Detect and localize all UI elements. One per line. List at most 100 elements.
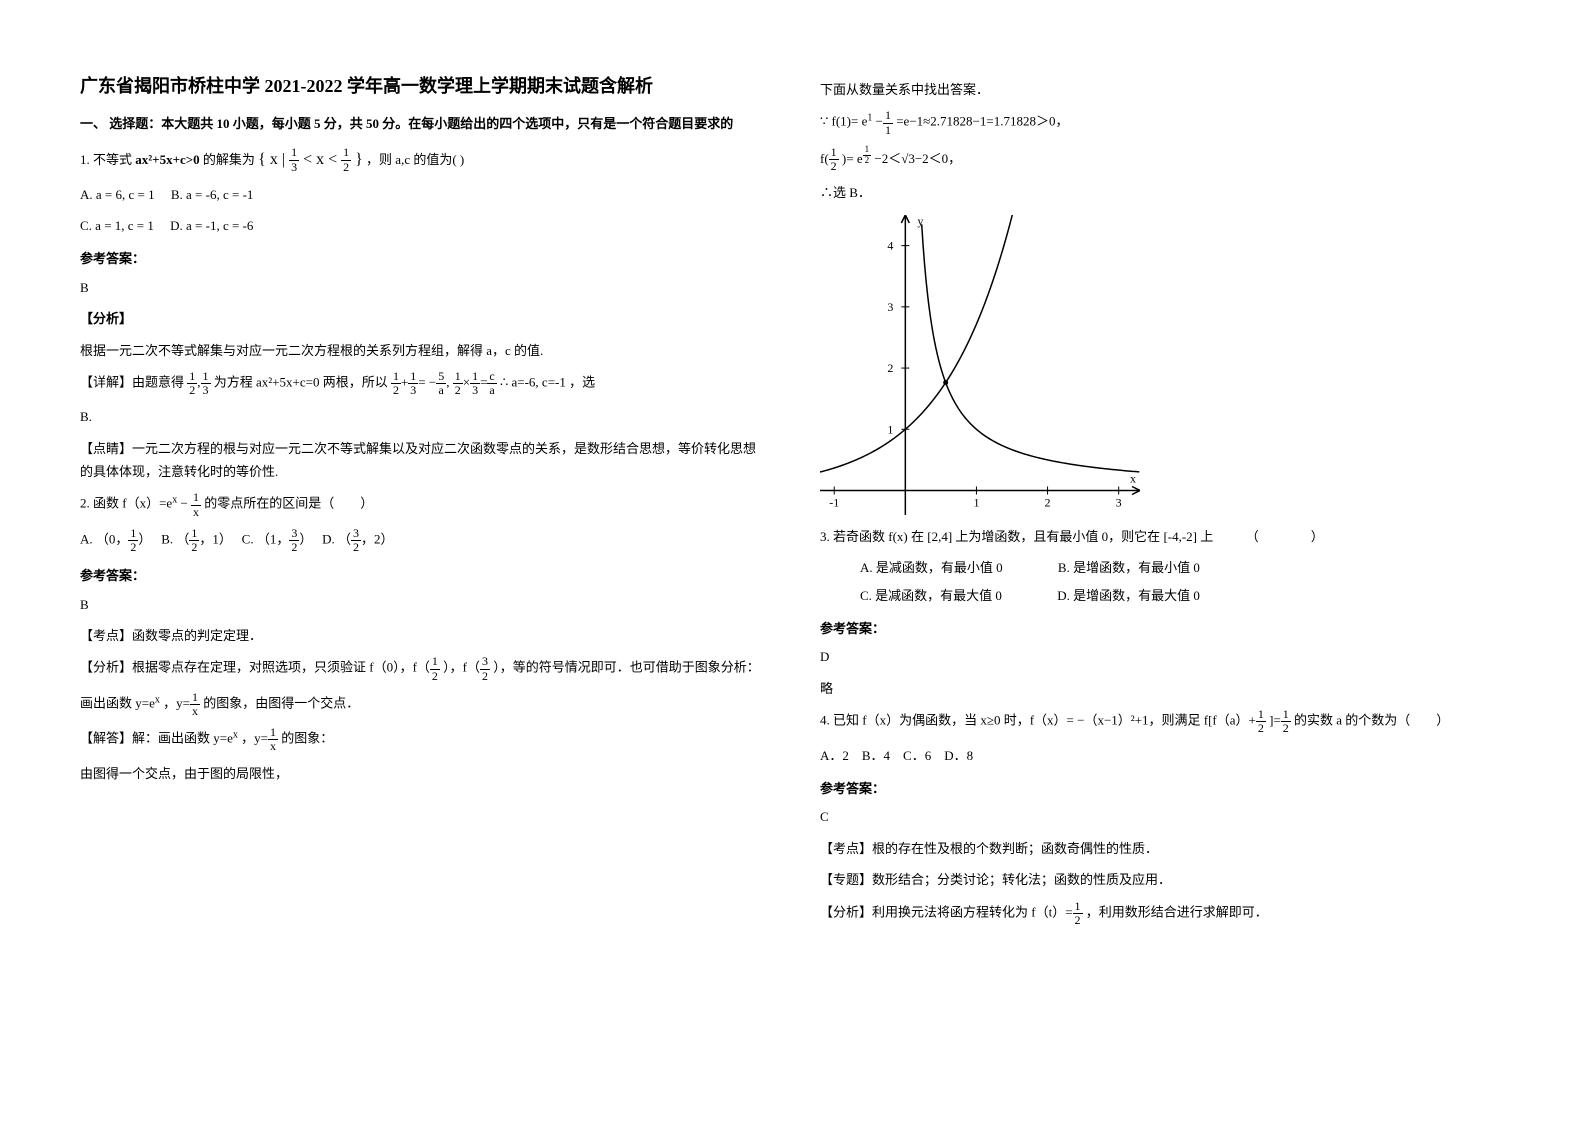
q4-kaodian: 【考点】根的存在性及根的个数判断；函数奇偶性的性质． <box>820 837 1500 860</box>
q1-detail-end: B. <box>80 405 760 428</box>
q2-jieda: 【解答】解：画出函数 y=ex ，y=1x 的图象： <box>80 726 760 753</box>
q2-optA-pre: A. <box>80 532 93 547</box>
q1-opts-row1: A. a = 6, c = 1 B. a = -6, c = -1 <box>80 183 760 206</box>
q2-fenxi: 【分析】根据零点存在定理，对照选项，只须验证 f（0），f（12 ），f（32 … <box>80 655 760 682</box>
q3-opts-row2: C. 是减函数，有最大值 0 D. 是增函数，有最大值 0 <box>860 584 1500 607</box>
q2-ans: B <box>80 593 760 616</box>
q2-ans-label: 参考答案： <box>80 564 760 587</box>
q3-optA: A. 是减函数，有最小值 0 <box>860 560 1003 575</box>
q4-fenxi-end: ，利用数形结合进行求解即可． <box>1086 904 1268 919</box>
q2-fenxi-end: ），等的符号情况即可．也可借助于图象分析： <box>493 660 760 675</box>
q1-point: 【点睛】一元二次方程的根与对应一元二次不等式解集以及对应二次函数零点的关系，是数… <box>80 437 760 484</box>
q4-opts: A．2 B．4 C．6 D．8 <box>820 744 1500 767</box>
q2-line1-end: 的图象，由图得一个交点． <box>203 695 359 710</box>
q1-set: { x | 13 < x < 12 } <box>258 151 363 168</box>
q2-line1-mid: ，y= <box>163 695 190 710</box>
q1-optD: D. a = -1, c = -6 <box>170 218 253 233</box>
q1-analysis-h: 【分析】 <box>80 307 760 330</box>
section-intro: 一、 选择题：本大题共 10 小题，每小题 5 分，共 50 分。在每小题给出的… <box>80 112 760 135</box>
r1-line3-mid: )= e <box>842 151 863 166</box>
q4-ans-label: 参考答案： <box>820 777 1500 800</box>
q3-stem: 3. 若奇函数 f(x) 在 [2,4] 上为增函数，且有最小值 0，则它在 [… <box>820 525 1500 548</box>
r1-line4: ∴选 B． <box>820 181 1500 204</box>
q3-ans: D <box>820 645 1500 668</box>
q3-stem-mid: 上为增函数，且有最小值 0，则它在 <box>955 529 1160 544</box>
q1-optC: C. a = 1, c = 1 <box>80 218 154 233</box>
q2-line1: 画出函数 y=ex ，y=1x 的图象，由图得一个交点． <box>80 691 760 718</box>
q2-fenxi-mid: ），f（ <box>443 660 480 675</box>
q3-lue: 略 <box>820 677 1500 700</box>
q2-optA: （0， <box>96 532 129 547</box>
q1-analysis-1: 根据一元二次不等式解集与对应一元二次方程根的关系列方程组，解得 a，c 的值. <box>80 339 760 362</box>
q2-jieda-end: 的图象： <box>281 731 333 746</box>
q4-fenxi: 【分析】利用换元法将函方程转化为 f（t）=12 ，利用数形结合进行求解即可． <box>820 900 1500 927</box>
r1-line2-end: =e−1≈2.71828−1=1.71828＞0 <box>896 114 1055 129</box>
q2-opts: A. （0，12） B. （12，1） C. （1，32） D. （32，2） <box>80 527 760 554</box>
svg-text:-1: -1 <box>829 495 839 509</box>
svg-text:1: 1 <box>973 495 979 509</box>
q2-optB-pre: B. <box>161 532 173 547</box>
q2-optA-end: ） <box>138 532 145 547</box>
q4-stem-end: 的实数 a 的个数为（ ） <box>1294 713 1449 728</box>
r1-line3: f(12 )= e12 −2＜√3−2＜0， <box>820 145 1500 174</box>
svg-text:2: 2 <box>1045 495 1051 509</box>
q2-optB-mid: ，1） <box>199 532 225 547</box>
q1-optB: B. a = -6, c = -1 <box>171 187 254 202</box>
q2-optB: （ <box>176 532 189 547</box>
r1-line2-pre: ∵ f(1)= e <box>820 114 867 129</box>
q1-stem-suffix: ，则 a,c 的值为( ) <box>366 152 464 167</box>
q2-optD: （ <box>338 532 351 547</box>
svg-text:3: 3 <box>887 300 893 314</box>
svg-text:4: 4 <box>887 238 893 252</box>
q3-stem-end: 上 （ ） <box>1200 529 1324 544</box>
q2-jieda-pre: 【解答】解：画出函数 y=e <box>80 731 233 746</box>
q3-stem-pre: 3. 若奇函数 f(x) 在 <box>820 529 924 544</box>
q2-fenxi-pre: 【分析】根据零点存在定理，对照选项，只须验证 f（0），f（ <box>80 660 430 675</box>
q4-stem-pre: 4. 已知 f（x）为偶函数，当 x≥0 时，f（x）= −（x−1）²+1，则… <box>820 713 1256 728</box>
q4-fenxi-pre: 【分析】利用换元法将函方程转化为 f（t）= <box>820 904 1073 919</box>
q4-zhuanti: 【专题】数形结合；分类讨论；转化法；函数的性质及应用． <box>820 868 1500 891</box>
q2-optC: （1， <box>257 532 290 547</box>
q1-opts-row2: C. a = 1, c = 1 D. a = -1, c = -6 <box>80 214 760 237</box>
r1-line2: ∵ f(1)= e1 −11 =e−1≈2.71828−1=1.71828＞0， <box>820 109 1500 136</box>
q1-optA: A. a = 6, c = 1 <box>80 187 155 202</box>
svg-text:3: 3 <box>1116 495 1122 509</box>
q1-ineq: ax²+5x+c>0 <box>135 152 199 167</box>
q3-opts-row1: A. 是减函数，有最小值 0 B. 是增函数，有最小值 0 <box>860 556 1500 579</box>
q2-stem: 2. 函数 f（x）=ex − 1x 的零点所在的区间是（ ） <box>80 491 760 518</box>
q2-line1-pre: 画出函数 y=e <box>80 695 155 710</box>
q3-int2: [-4,-2] <box>1163 529 1197 544</box>
doc-title: 广东省揭阳市桥柱中学 2021-2022 学年高一数学理上学期期末试题含解析 <box>80 70 760 102</box>
r1-line3-pre: f( <box>820 151 829 166</box>
r1-line1: 下面从数量关系中找出答案． <box>820 78 1500 101</box>
q3-optB: B. 是增函数，有最小值 0 <box>1058 560 1200 575</box>
svg-text:1: 1 <box>887 422 893 436</box>
q4-ans: C <box>820 805 1500 828</box>
q2-optD-pre: D. <box>322 532 335 547</box>
q1-detail: 【详解】由题意得 12,13 为方程 ax²+5x+c=0 两根，所以 12+1… <box>80 370 760 397</box>
q1-stem: 1. 不等式 ax²+5x+c>0 的解集为 { x | 13 < x < 12… <box>80 146 760 175</box>
q1-detail-mid: 为方程 ax²+5x+c=0 两根，所以 <box>214 375 388 390</box>
q1-detail-prefix: 【详解】由题意得 <box>80 375 184 390</box>
q1-detail-suffix: ，选 <box>569 375 595 390</box>
svg-text:2: 2 <box>887 361 893 375</box>
q2-optD-end: ，2） <box>361 532 394 547</box>
q2-optC-pre: C. <box>242 532 254 547</box>
q3-int1: [2,4] <box>927 529 952 544</box>
q2-jieda2: 由图得一个交点，由于图的局限性， <box>80 762 760 785</box>
r1-line2-mid: − <box>876 114 883 129</box>
q4-stem: 4. 已知 f（x）为偶函数，当 x≥0 时，f（x）= −（x−1）²+1，则… <box>820 708 1500 735</box>
svg-text:x: x <box>1130 471 1136 485</box>
q2-stem-prefix: 2. 函数 f（x）=e <box>80 496 172 511</box>
q1-stem-mid: 的解集为 <box>203 152 255 167</box>
q1-ans: B <box>80 276 760 299</box>
q2-optC-end: ） <box>299 532 306 547</box>
q1-ans-label: 参考答案： <box>80 247 760 270</box>
function-chart: -11231234yx <box>820 215 1140 515</box>
q3-optD: D. 是增函数，有最大值 0 <box>1057 588 1200 603</box>
q2-kaodian: 【考点】函数零点的判定定理． <box>80 624 760 647</box>
q2-jieda-mid: ，y= <box>241 731 268 746</box>
q3-ans-label: 参考答案： <box>820 617 1500 640</box>
q2-stem-suffix: 的零点所在的区间是（ ） <box>204 496 373 511</box>
r1-line3-end: −2＜√3−2＜0 <box>874 151 948 166</box>
